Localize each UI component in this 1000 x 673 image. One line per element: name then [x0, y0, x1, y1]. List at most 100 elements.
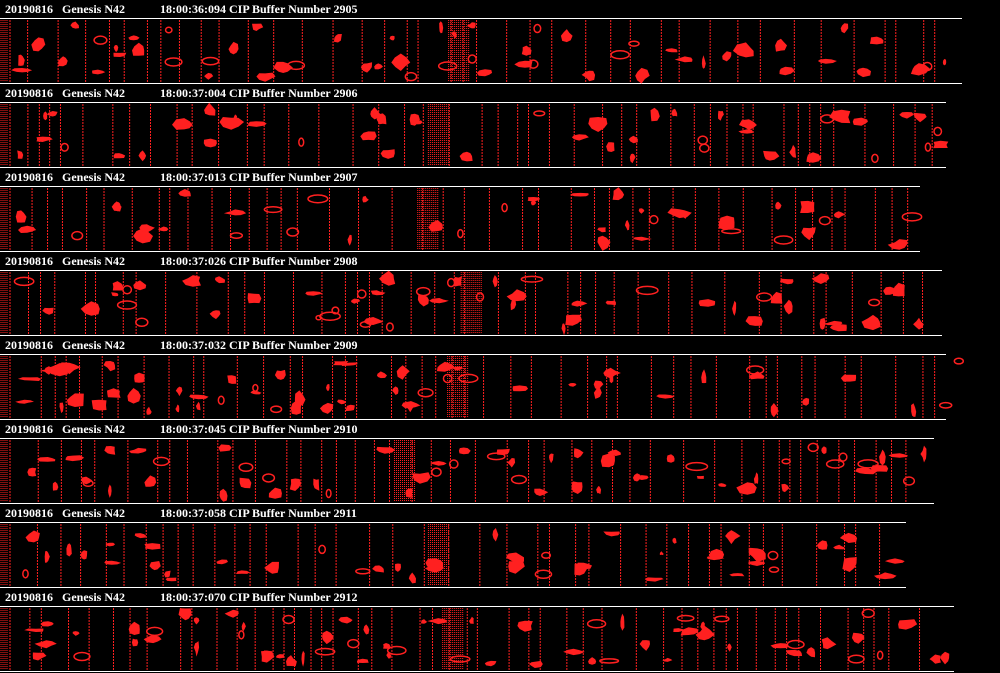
particle [227, 375, 237, 384]
particle-ring [767, 550, 779, 561]
particle-ring [857, 459, 879, 469]
particle [133, 280, 147, 291]
buffer-strip: 20190816 Genesis N42 18:00:36:094 CIP Buff… [0, 2, 962, 84]
particle [228, 41, 239, 55]
buffer-strip: 20190816 Genesis N42 18:00:37:026 CIP Buff… [0, 254, 942, 336]
particle-ring [838, 452, 848, 462]
particle [593, 387, 602, 399]
particle [507, 458, 516, 468]
particle [701, 55, 706, 69]
particle [52, 481, 59, 491]
particle-ring [867, 298, 881, 307]
particle [821, 637, 837, 650]
particle [41, 621, 54, 627]
particle [157, 226, 169, 232]
particle [811, 273, 830, 284]
particle [775, 38, 787, 52]
particle [204, 72, 214, 80]
particle [911, 403, 917, 417]
particle-ring [229, 232, 244, 239]
particle [37, 457, 56, 462]
project: Genesis N42 [62, 590, 125, 604]
particle [700, 621, 705, 634]
particle [236, 570, 250, 574]
particle [44, 551, 50, 563]
particle [301, 650, 305, 667]
particle-ring [698, 143, 710, 153]
particle-ring [286, 227, 300, 237]
particle [763, 150, 780, 161]
particle [672, 537, 677, 544]
particle [178, 608, 192, 621]
particle [638, 208, 645, 214]
particle [59, 402, 64, 414]
particle [600, 453, 615, 468]
particle [718, 110, 724, 121]
particle-ring [319, 311, 341, 321]
particle [111, 201, 122, 212]
particle-ring [933, 126, 943, 137]
particle [673, 628, 687, 632]
particle [326, 384, 330, 392]
particle-ring [628, 40, 640, 47]
particle-ring [415, 286, 431, 297]
particle [842, 557, 857, 572]
particle [650, 107, 660, 122]
particle [727, 643, 732, 652]
particle [264, 561, 279, 574]
particle [105, 542, 116, 547]
particle-ring [527, 59, 539, 69]
buffer-strip: 20190816 Genesis N42 18:00:37:004 CIP Buff… [0, 86, 949, 168]
particle [392, 386, 399, 395]
particle [215, 276, 226, 284]
particle [18, 54, 25, 66]
particle [112, 281, 124, 291]
particle [379, 270, 396, 286]
particle [274, 369, 286, 380]
date: 20190816 [5, 506, 53, 520]
particle [241, 621, 246, 632]
project: Genesis N42 [62, 2, 125, 16]
particle [568, 383, 577, 387]
particle [376, 446, 395, 454]
particle [732, 300, 737, 316]
particle [612, 187, 625, 201]
date: 20190816 [5, 338, 53, 352]
particle [108, 484, 112, 498]
particle [113, 52, 127, 57]
particle [252, 23, 264, 31]
particle-ring [818, 215, 831, 226]
particle [453, 366, 463, 371]
particle [770, 643, 788, 649]
particle [92, 69, 106, 75]
particle [111, 292, 119, 297]
particle [561, 323, 566, 336]
particle [203, 138, 217, 148]
particle-ring [467, 54, 477, 64]
particle [263, 650, 273, 655]
particle-ring [922, 61, 933, 72]
particle-ring [876, 650, 884, 660]
particle [574, 448, 584, 459]
particle [27, 467, 37, 477]
particle [182, 275, 201, 287]
particle [781, 483, 790, 493]
particle [351, 298, 361, 304]
particle [294, 390, 306, 407]
particle-ring [146, 626, 164, 637]
particle [718, 483, 727, 487]
particle [581, 70, 596, 82]
particle-ring [649, 214, 659, 225]
particle [395, 563, 401, 572]
particle [60, 362, 81, 375]
particle [164, 570, 171, 578]
particle [459, 151, 473, 162]
particle [861, 314, 881, 331]
particle-ring [82, 479, 94, 488]
particle [204, 102, 216, 116]
particle [725, 530, 741, 545]
particle [840, 23, 849, 34]
particle [476, 69, 493, 77]
date: 20190816 [5, 422, 53, 436]
particle-ring [262, 473, 276, 483]
